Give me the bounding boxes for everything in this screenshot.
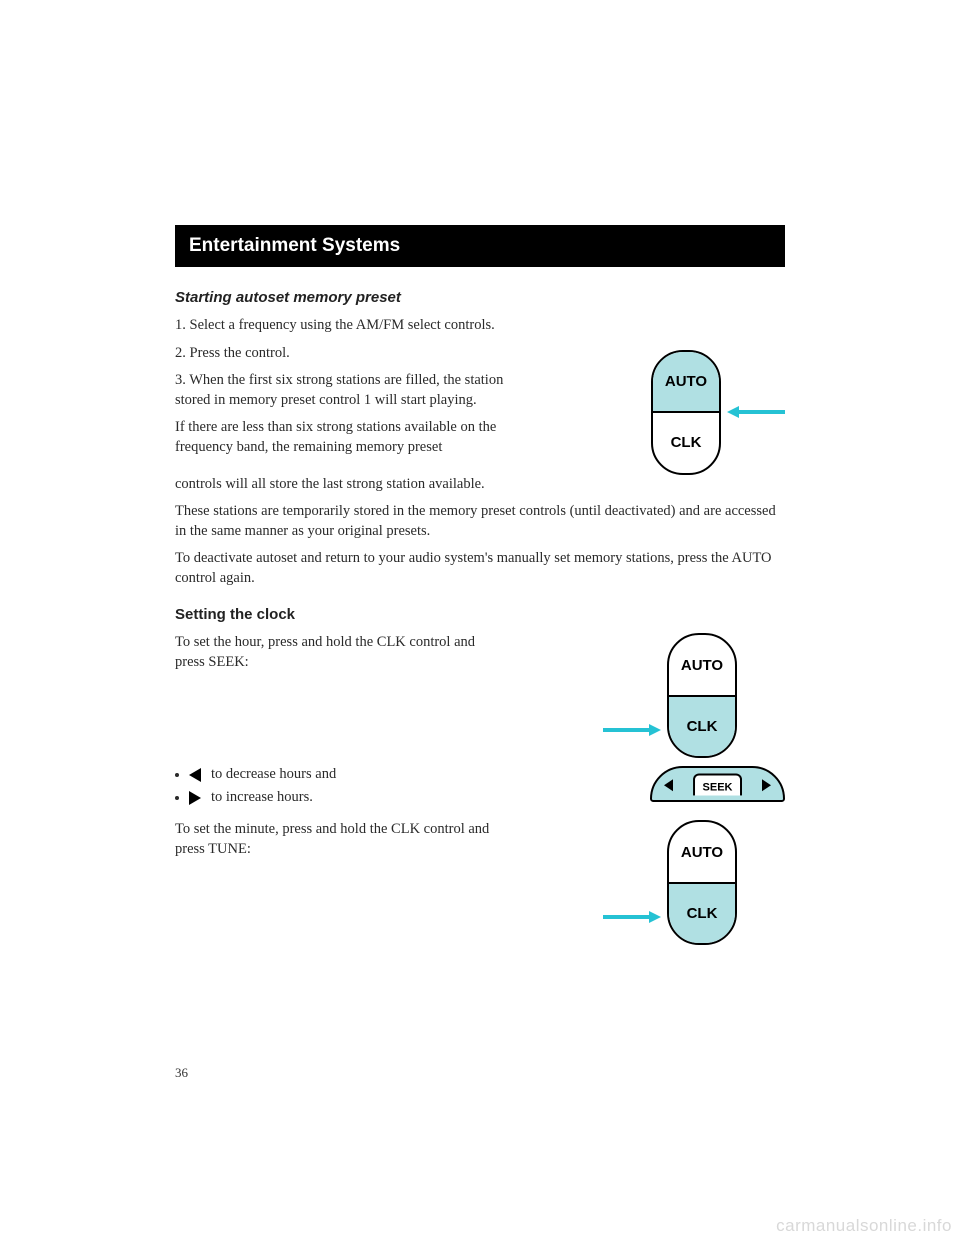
page-number: 36 [175, 1065, 188, 1081]
auto-button: AUTO [669, 822, 735, 884]
auto-clk-figure-1: AUTO CLK [651, 350, 785, 475]
bullet-text: to decrease hours and [211, 766, 336, 783]
paragraph-temporary: These stations are temporarily stored in… [175, 502, 785, 541]
clk-button-highlighted: CLK [669, 884, 735, 944]
auto-clk-figure-2: AUTO CLK [603, 633, 737, 758]
bullet-decrease-hours: to decrease hours and [175, 766, 588, 783]
auto-button: AUTO [669, 635, 735, 697]
section-header: Entertainment Systems [175, 225, 785, 267]
watermark: carmanualsonline.info [776, 1216, 952, 1236]
seek-label: SEEK [693, 774, 743, 796]
paragraph-deactivate: To deactivate autoset and return to your… [175, 549, 785, 588]
auto-clk-button-illustration: AUTO CLK [667, 820, 737, 945]
seek-right-icon [762, 780, 771, 792]
triangle-right-icon [189, 791, 201, 805]
paragraph-less-stations-cont: controls will all store the last strong … [175, 475, 785, 495]
step-3: 3. When the first six strong stations ar… [175, 371, 505, 410]
bullet-icon [175, 796, 179, 800]
clock-minute-instructions: To set the minute, press and hold the CL… [175, 820, 505, 859]
auto-clk-button-illustration: AUTO CLK [667, 633, 737, 758]
bullet-text: to increase hours. [211, 789, 313, 806]
clk-button: CLK [653, 413, 719, 473]
seek-left-icon [664, 780, 673, 792]
arrow-right-icon [603, 720, 663, 740]
seek-button-illustration: SEEK [650, 766, 785, 802]
auto-button-highlighted: AUTO [653, 352, 719, 414]
clock-hour-instructions: To set the hour, press and hold the CLK … [175, 633, 505, 672]
subsection-title-clock: Setting the clock [175, 606, 785, 623]
subsection-title-autoset: Starting autoset memory preset [175, 289, 785, 306]
arrow-right-icon [603, 907, 663, 927]
step-1: 1. Select a frequency using the AM/FM se… [175, 316, 785, 336]
auto-clk-figure-3: AUTO CLK [603, 820, 737, 945]
bullet-increase-hours: to increase hours. [175, 789, 588, 806]
paragraph-less-stations: If there are less than six strong statio… [175, 418, 505, 457]
clk-button-highlighted: CLK [669, 697, 735, 757]
auto-clk-button-illustration: AUTO CLK [651, 350, 721, 475]
triangle-left-icon [189, 768, 201, 782]
step-2: 2. Press the control. [175, 344, 505, 364]
bullet-icon [175, 773, 179, 777]
arrow-left-icon [725, 402, 785, 422]
